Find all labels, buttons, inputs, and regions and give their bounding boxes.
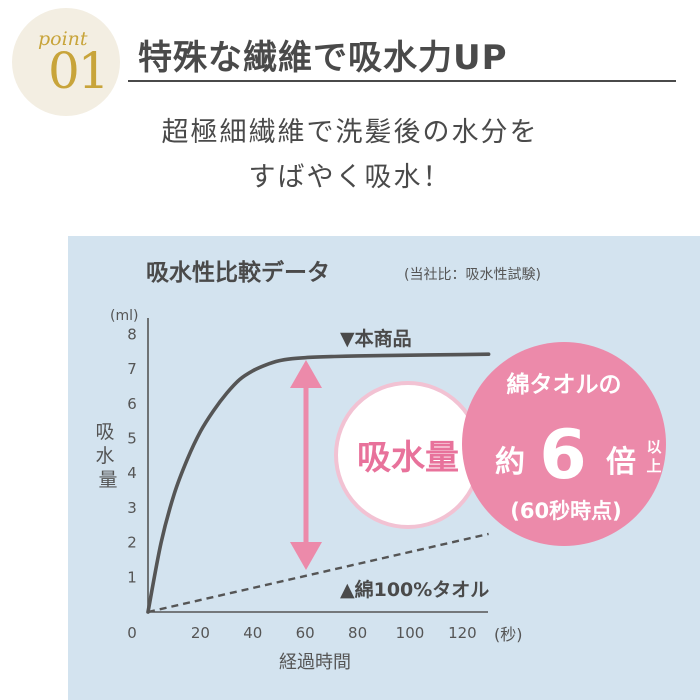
y-tick-label: 8	[127, 325, 137, 343]
y-tick-label: 1	[127, 568, 137, 586]
y-axis-label: 吸 水 量	[95, 421, 120, 491]
y-unit-label: (ml)	[110, 308, 138, 324]
absorption-difference-arrow	[290, 360, 322, 570]
six-times-badge-suffix: 倍	[606, 445, 636, 480]
headline: 特殊な繊維で吸水力UP	[138, 38, 508, 78]
y-tick-label: 2	[127, 534, 137, 552]
chart-subtitle: (当社比：吸水性試験)	[404, 267, 541, 283]
y-tick-label: 6	[127, 395, 137, 413]
y-tick-label: 3	[127, 499, 137, 517]
x-tick-label: 20	[191, 624, 210, 642]
series-label-product: ▼本商品	[340, 327, 412, 350]
x-tick-label: 40	[243, 624, 262, 642]
y-tick-label: 7	[127, 360, 137, 378]
y-tick-label: 4	[127, 464, 137, 482]
six-times-badge-number: 6	[539, 416, 586, 495]
x-tick-label: 100	[396, 624, 425, 642]
headline-underline	[128, 80, 676, 82]
point-badge-word: point	[38, 28, 88, 50]
x-tick-label: 60	[296, 624, 315, 642]
six-times-badge-prefix: 約	[495, 445, 525, 480]
absorption-circle-label: 吸水量	[357, 438, 459, 478]
series-line-product	[146, 352, 491, 614]
six-times-badge-ijou-2: 上	[646, 457, 661, 475]
x-axis-label: 経過時間	[279, 652, 351, 673]
six-times-badge-ijou-1: 以	[646, 438, 661, 456]
x-tick-label: 0	[127, 624, 137, 642]
six-times-badge-line1: 綿タオルの	[507, 371, 622, 398]
x-unit-label: (秒)	[494, 625, 523, 644]
subtitle-line-2: すばやく吸水！	[248, 162, 452, 193]
y-tick-labels: 1 2 3 4 5 6 7 8	[127, 325, 137, 586]
point-badge	[12, 8, 120, 116]
series-label-cotton: ▲綿100%タオル	[340, 578, 489, 601]
x-tick-label: 120	[448, 624, 477, 642]
six-times-badge	[462, 342, 666, 546]
chart-title: 吸水性比較データ	[146, 259, 330, 286]
x-tick-label: 80	[348, 624, 367, 642]
six-times-badge-line3: (60秒時点)	[510, 499, 621, 523]
point-badge-number: 01	[48, 42, 110, 100]
x-tick-labels: 0 20 40 60 80 100 120	[127, 624, 476, 642]
subtitle-line-1: 超極細繊維で洗髪後の水分を	[161, 117, 539, 148]
y-tick-label: 5	[127, 430, 137, 448]
series-line-cotton	[147, 532, 489, 614]
